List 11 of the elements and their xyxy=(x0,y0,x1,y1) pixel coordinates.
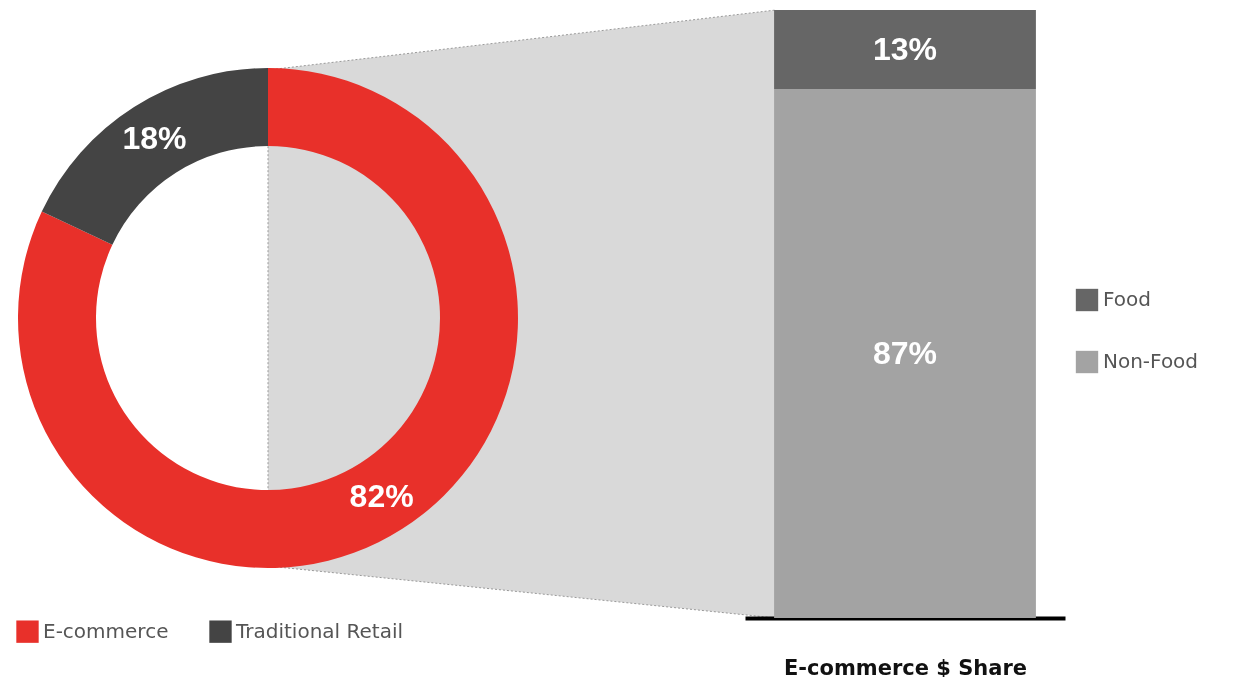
data-label: 18% xyxy=(122,120,187,156)
data-label: 82% xyxy=(349,478,414,514)
donut-slice xyxy=(41,68,268,245)
legend-label: Non-Food xyxy=(1103,349,1199,373)
x-axis-title: E-commerce $ Share xyxy=(783,655,1028,677)
legend-label: Food xyxy=(1103,287,1151,311)
data-label: 87% xyxy=(872,334,938,371)
legend-label: Traditional Retail xyxy=(235,618,404,643)
data-label: 13% xyxy=(872,30,938,67)
donut-slice xyxy=(18,68,518,568)
legend-label: E-commerce xyxy=(43,618,169,643)
